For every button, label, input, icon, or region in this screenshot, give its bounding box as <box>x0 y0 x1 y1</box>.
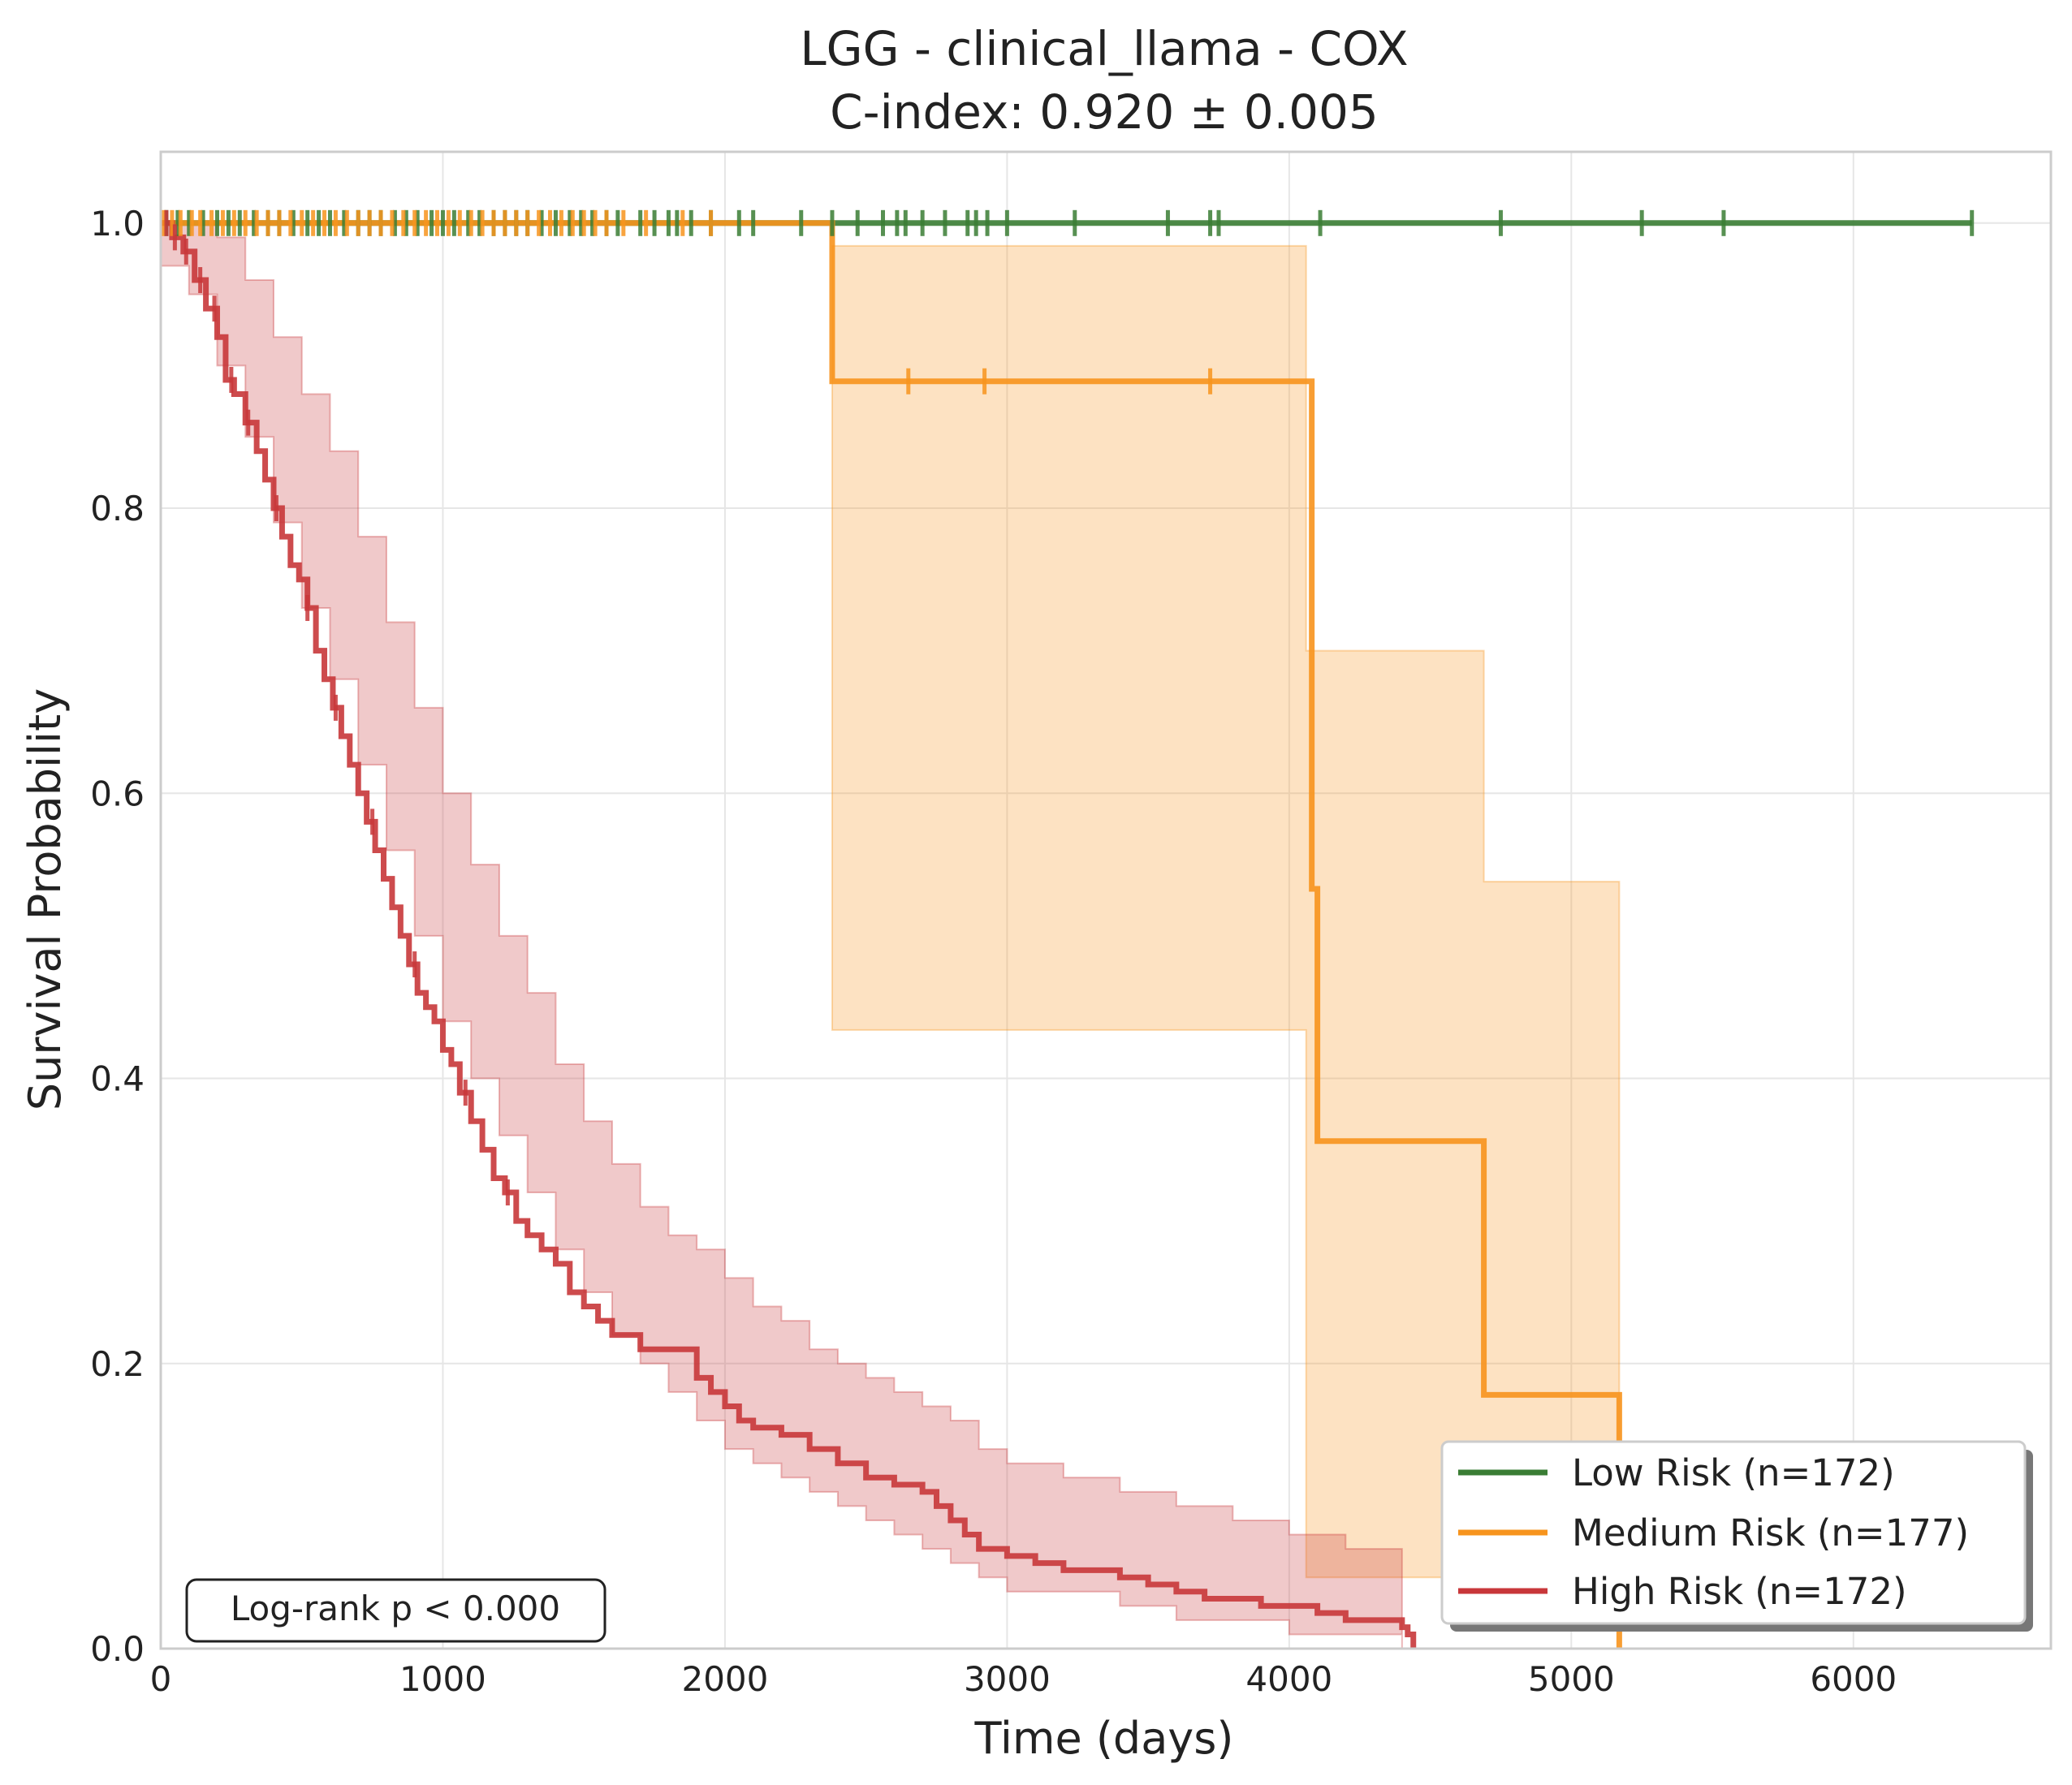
x-tick-label: 0 <box>150 1659 172 1699</box>
survival-curves <box>161 220 1972 1649</box>
x-tick-label: 6000 <box>1810 1659 1897 1699</box>
ci-band-medium-risk <box>831 244 1621 1579</box>
plot-frame <box>159 150 2053 1650</box>
x-tick-label: 3000 <box>964 1659 1051 1699</box>
chart-title: LGG - clinical_llama - COX <box>800 21 1408 76</box>
x-tick-label: 2000 <box>681 1659 768 1699</box>
logrank-annotation: Log-rank p < 0.000 <box>185 1578 606 1643</box>
legend-box <box>1440 1440 2027 1625</box>
logrank-box <box>185 1578 606 1643</box>
survival-curve-medium-risk <box>161 220 1622 1649</box>
y-tick-label: 0.2 <box>90 1344 145 1384</box>
x-tick-label: 5000 <box>1528 1659 1615 1699</box>
x-axis-ticks: 0 1000 2000 3000 4000 5000 6000 <box>150 1659 1897 1699</box>
legend-label-low-risk: Low Risk (n=172) <box>1572 1451 1895 1494</box>
survival-curve-high-risk <box>161 220 1417 1649</box>
y-tick-label: 0.0 <box>90 1629 145 1669</box>
x-tick-label: 4000 <box>1245 1659 1332 1699</box>
x-axis-label: Time (days) <box>974 1713 1234 1764</box>
legend-label-high-risk: High Risk (n=172) <box>1572 1570 1907 1613</box>
y-tick-label: 0.6 <box>90 774 145 813</box>
censor-marks <box>161 209 1975 1206</box>
y-tick-label: 0.8 <box>90 489 145 528</box>
x-tick-label: 1000 <box>399 1659 486 1699</box>
legend: Low Risk (n=172) Medium Risk (n=177) Hig… <box>1440 1440 2033 1632</box>
ci-band-high-risk <box>160 222 1403 1649</box>
y-tick-label: 1.0 <box>90 204 145 244</box>
logrank-text: Log-rank p < 0.000 <box>231 1589 560 1628</box>
y-tick-label: 0.4 <box>90 1059 145 1099</box>
y-axis-ticks: 0.0 0.2 0.4 0.6 0.8 1.0 <box>90 204 145 1669</box>
legend-label-medium-risk: Medium Risk (n=177) <box>1572 1511 1969 1554</box>
y-axis-label: Survival Probability <box>19 688 71 1110</box>
chart-subtitle: C-index: 0.920 ± 0.005 <box>830 84 1379 140</box>
confidence-bands <box>160 222 1621 1649</box>
